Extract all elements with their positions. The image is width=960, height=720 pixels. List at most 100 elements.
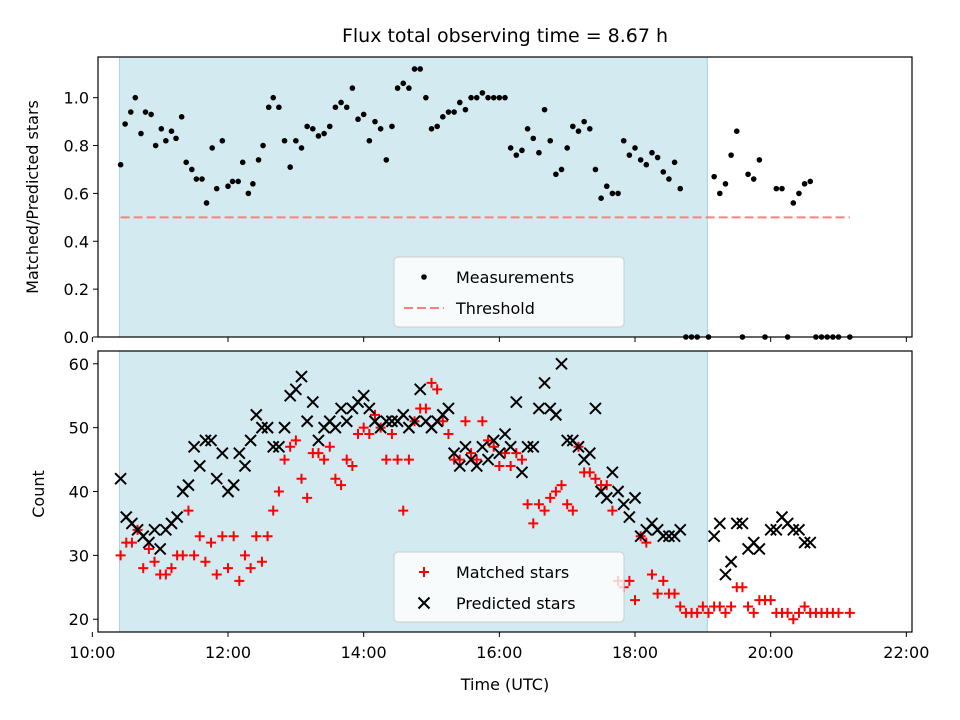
matched-point [426,377,437,388]
measurement-point [790,200,797,206]
legend-marker-plus [419,567,429,577]
predicted-point [674,523,687,537]
predicted-point [487,434,500,447]
matched-point [601,480,612,491]
measurement-point [451,109,457,115]
measurement-point [649,149,655,156]
measurement-point [745,171,751,178]
matched-point [296,473,307,484]
measurement-point [722,181,729,187]
measurement-point [276,104,282,111]
matched-point [737,582,748,593]
predicted-point [210,472,223,485]
legend: Matched stars Predicted stars [393,551,625,623]
measurement-point [733,128,740,134]
matched-point [720,607,731,618]
measurement-point [298,145,305,151]
x-tick-label: 20:00 [748,643,794,662]
measurement-point [536,149,542,156]
series-measurements [117,66,853,340]
legend-label: Predicted stars [456,594,576,613]
matched-point [454,454,465,465]
measurement-point [558,166,565,173]
matched-point [330,473,341,484]
predicted-point [238,459,252,473]
matched-point [703,607,714,618]
matched-point [460,416,471,427]
y-axis-label-ratio: Matched/Predicted stars [23,100,42,294]
predicted-point [153,542,167,556]
measurement-point [270,94,277,101]
predicted-point [380,415,393,428]
matched-point [692,607,703,618]
measurement-point [138,130,144,137]
measurement-point [586,125,593,132]
predicted-point [787,523,800,537]
measurement-point [152,142,159,149]
matched-point [669,588,680,599]
measurement-point [654,154,661,161]
matched-point [584,467,595,478]
measurement-point [326,123,333,130]
y-tick-label: 0.8 [64,137,89,156]
predicted-point [233,446,246,460]
predicted-point [442,402,455,415]
predicted-point [267,440,280,454]
measurement-point [225,183,231,190]
predicted-point [385,415,399,428]
predicted-point [329,421,342,434]
predicted-point [764,523,777,537]
measurement-point [203,200,210,206]
predicted-point [515,466,529,479]
matched-point [211,569,222,580]
predicted-point [589,402,602,415]
measurement-point [473,94,480,101]
matched-point [381,454,392,465]
measurement-point [239,159,246,166]
measurement-point [193,176,200,182]
predicted-point [142,536,156,549]
predicted-point [300,415,314,428]
measurement-point [173,135,179,142]
measurement-point [372,118,378,125]
predicted-point [657,529,670,543]
measurement-point [377,125,384,132]
y-tick-label: 20 [69,610,89,629]
matched-point [268,505,279,516]
measurement-point [773,185,780,192]
legend-marker-dot [421,274,427,280]
matched-point [714,601,725,612]
measurement-point [779,185,785,192]
predicted-point [250,408,263,422]
matched-point [126,537,137,548]
y-tick-label: 50 [69,419,89,438]
matched-point [166,563,177,574]
matched-point [505,460,516,471]
matched-point [793,607,804,618]
y-tick-label: 0.2 [64,280,89,299]
x-tick-label: 10:00 [69,643,115,662]
matched-point [624,575,635,586]
predicted-point [306,395,320,409]
measurement-point [332,104,339,111]
bottom-panel-counts: 20 30 40 50 60 10:00 12:00 14:00 16:00 18:00 20:00… [69,350,929,662]
matched-point [403,454,414,465]
predicted-point [555,357,568,370]
matched-point [364,429,375,440]
predicted-point [617,498,630,511]
matched-point [550,486,561,497]
measurement-point [615,190,621,197]
measurement-point [502,94,508,101]
predicted-point [340,415,353,428]
measurement-point [265,104,272,111]
measurement-point [609,190,616,197]
matched-point [522,499,533,510]
predicted-point [334,402,348,415]
measurement-point [293,137,299,144]
predicted-point [255,421,269,434]
measurement-point [620,137,627,144]
measurement-point [750,176,757,182]
matched-point [347,460,358,471]
measurement-point [219,137,226,144]
matched-point [223,563,234,574]
